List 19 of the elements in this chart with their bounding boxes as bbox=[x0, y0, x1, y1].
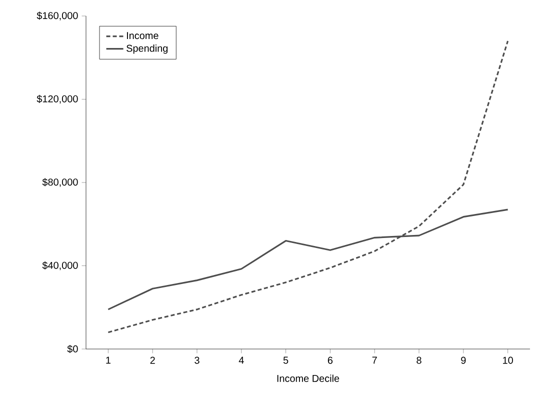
x-tick-label: 10 bbox=[503, 356, 513, 364]
x-tick-label: 7 bbox=[372, 356, 377, 364]
x-tick-label: 3 bbox=[194, 356, 200, 364]
x-tick-label: 1 bbox=[106, 356, 110, 364]
y-tick-label: $40,000 bbox=[42, 261, 78, 270]
x-axis-title: Income Decile bbox=[277, 374, 340, 382]
legend-label: Income bbox=[127, 32, 158, 40]
y-tick-label: $0 bbox=[67, 344, 78, 354]
x-tick-label: 8 bbox=[416, 356, 422, 364]
y-tick-label: $80,000 bbox=[42, 178, 78, 187]
y-tick-label: $160,000 bbox=[36, 12, 78, 20]
x-tick-label: 6 bbox=[328, 356, 333, 364]
x-tick-label: 2 bbox=[150, 356, 155, 364]
x-tick-label: 5 bbox=[283, 356, 288, 364]
x-tick-label: 4 bbox=[238, 356, 244, 364]
y-tick-label: $120,000 bbox=[36, 94, 78, 104]
line-series bbox=[107, 40, 509, 334]
legend-label: Spending bbox=[126, 44, 168, 54]
x-tick-label: 9 bbox=[461, 356, 466, 364]
